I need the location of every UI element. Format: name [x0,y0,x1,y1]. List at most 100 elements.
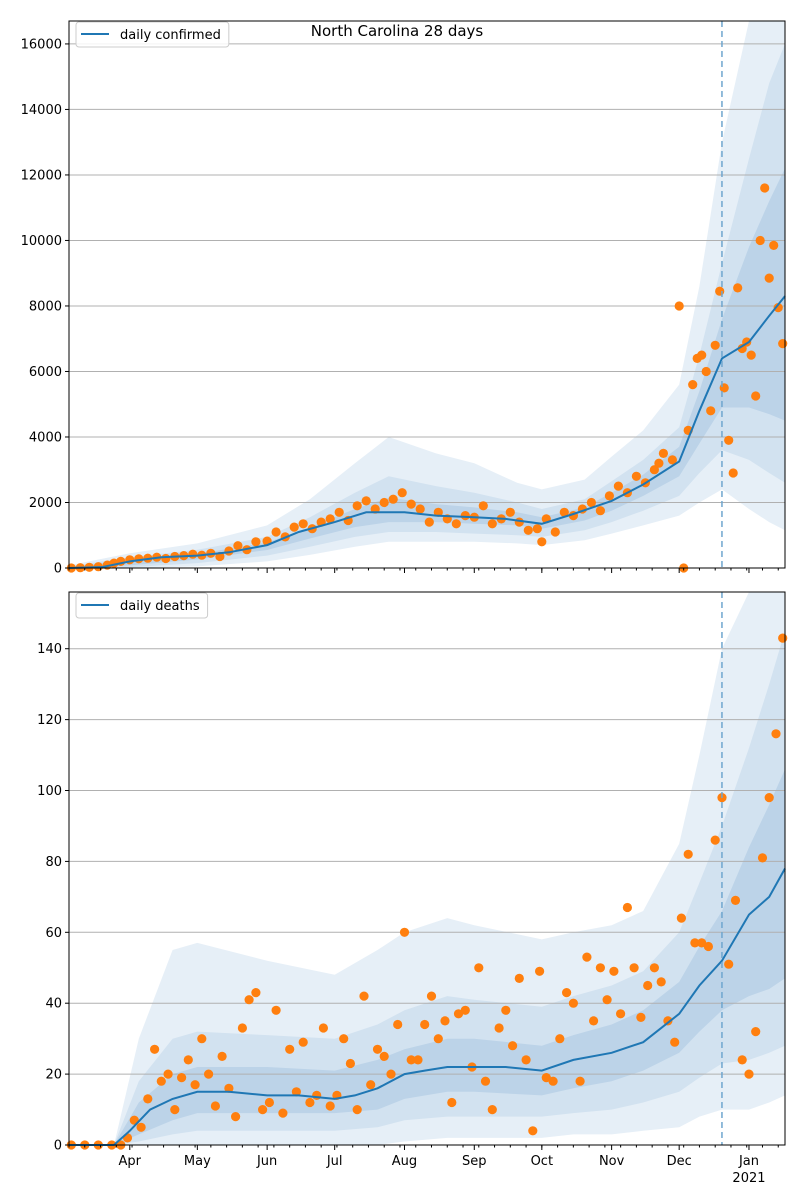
deaths-axes-frame [68,591,786,1146]
x-tick-label: Jul [326,1154,343,1169]
data-point [778,339,788,349]
data-point [487,1105,497,1115]
data-point [562,988,572,998]
band-outer [69,21,785,568]
data-point [325,1101,335,1111]
data-point [217,1051,227,1061]
y-tick-label: 12000 [21,168,62,183]
data-point [658,448,669,458]
data-point [528,1126,538,1136]
y-tick-label: 8000 [29,299,62,314]
data-point [352,1105,362,1115]
deaths-x-axis: Apr May Jun Jul Aug Sep Oct Nov Dec Jan [68,1145,779,1169]
data-point [451,519,461,529]
data-point [778,633,788,643]
data-point [751,391,761,401]
data-point [764,273,774,283]
data-point [555,1034,565,1044]
y-tick-label: 60 [45,926,62,941]
data-point [406,1055,416,1065]
data-point [733,283,743,293]
data-point [724,959,734,969]
data-point [285,1044,295,1054]
data-point [163,1069,173,1079]
data-point [683,849,693,859]
data-point [710,340,720,350]
y-tick-label: 6000 [29,365,62,380]
data-point [190,1080,200,1090]
confirmed-x-axis [68,568,779,573]
data-point [271,527,281,537]
data-point [406,499,416,509]
data-point [769,240,779,250]
deaths-legend: daily deaths [75,592,209,619]
data-point [541,1073,551,1083]
data-point [697,350,707,360]
y-tick-label: 14000 [21,103,62,118]
data-point [478,501,488,511]
deaths-panel: 0 20 40 60 80 100 120 140 Apr May Jun Jul Aug Sep Oct… [37,591,788,1169]
data-point [480,1076,491,1086]
data-point [582,952,592,962]
data-point [143,1094,153,1104]
data-point [426,991,437,1001]
y-tick-label: 0 [54,562,62,577]
confirmed-y-axis: 0 2000 4000 6000 8000 10000 12000 14000 16000 [21,37,69,577]
data-point [264,1097,274,1108]
data-point [298,519,308,529]
data-point [532,524,542,534]
data-point [670,1037,680,1047]
data-point [188,549,198,559]
data-point [197,1034,207,1044]
data-point [724,435,734,445]
data-point [523,525,533,535]
data-point [440,1016,450,1026]
y-tick-label: 20 [45,1068,62,1083]
x-tick-label: Nov [599,1154,625,1169]
figure-title: North Carolina 28 days [311,22,484,40]
data-point [424,517,434,527]
data-point [649,963,660,973]
legend-box [75,592,209,619]
y-tick-label: 140 [37,642,62,657]
data-point [460,1005,470,1015]
x-tick-label: Jan [738,1154,759,1169]
x-tick-label: Oct [531,1154,553,1169]
data-point [251,537,261,547]
data-point [690,938,700,948]
data-point [150,1044,160,1054]
deaths-uncertainty-bands [69,592,785,1145]
data-point [379,1051,389,1061]
data-point [305,1097,315,1108]
legend-box [75,21,230,48]
legend-label: daily confirmed [120,28,221,43]
data-point [622,902,633,913]
data-point [514,973,524,984]
y-tick-label: 40 [45,997,62,1012]
data-point [258,1105,268,1115]
data-point [764,793,774,803]
data-point [453,1009,464,1019]
data-point [505,507,515,517]
deaths-line [69,868,786,1146]
data-point [447,1097,457,1108]
data-point [629,963,639,973]
data-point [183,1055,193,1065]
confirmed-uncertainty-bands [69,21,785,568]
data-point [676,913,687,923]
data-point [656,977,666,987]
data-point [755,235,765,246]
data-point [271,1005,281,1015]
data-point [278,1108,288,1118]
data-point [460,510,470,521]
data-point [224,1083,234,1093]
data-point [291,1087,301,1097]
data-point [616,1009,626,1019]
year-label: 2021 [732,1171,765,1186]
data-point [312,1090,322,1100]
data-point [737,1055,747,1065]
data-point [667,455,678,465]
data-point [737,343,747,354]
data-point [586,497,597,508]
